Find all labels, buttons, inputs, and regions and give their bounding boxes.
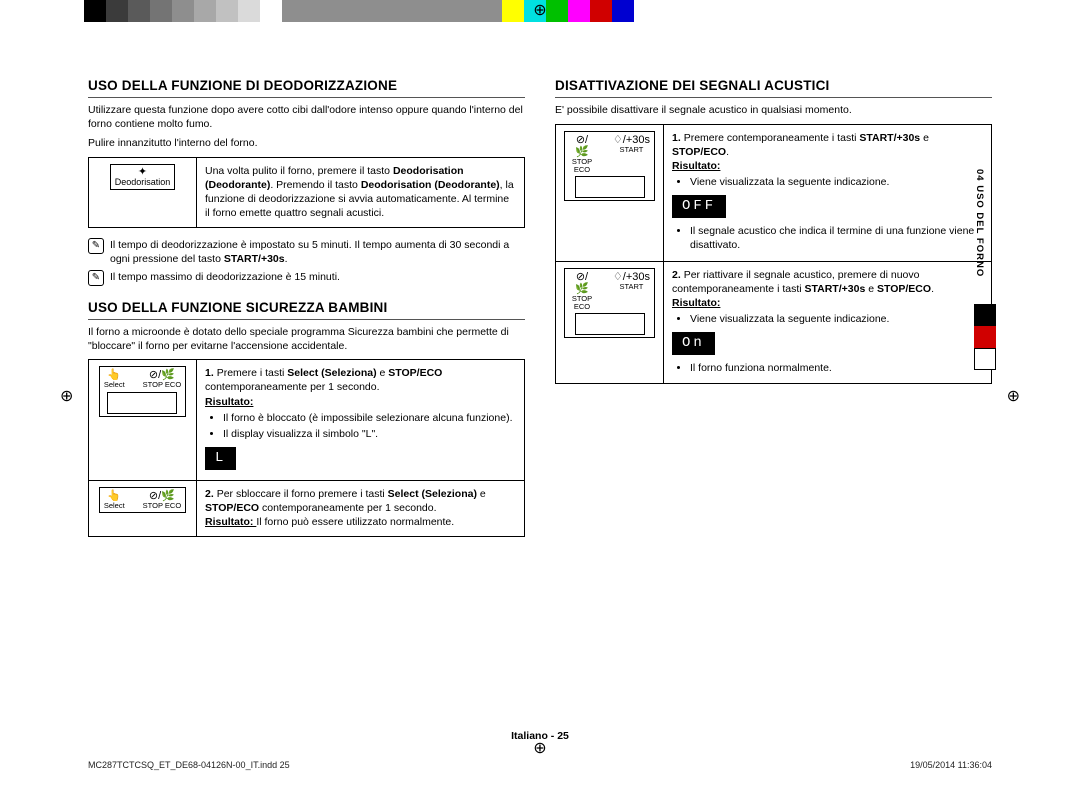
print-footer: MC287TCTCSQ_ET_DE68-04126N-00_IT.indd 25… [88,760,992,770]
color-swatch [370,0,392,22]
step-text: 1. Premere contemporaneamente i tasti ST… [664,124,992,261]
list-item: Il segnale acustico che indica il termin… [690,224,983,252]
panel-illustration: ⊘/🌿STOP ECO ♢/+30sSTART [556,261,664,384]
color-swatch [128,0,150,22]
step-text: Una volta pulito il forno, premere il ta… [197,157,525,227]
color-swatch [326,0,348,22]
intro-text: Il forno a microonde è dotato dello spec… [88,326,525,353]
section-heading: USO DELLA FUNZIONE SICUREZZA BAMBINI [88,300,525,320]
panel-illustration: 👆Select ⊘/🌿STOP ECO [89,480,197,536]
list-item: Il forno funziona normalmente. [690,361,983,375]
registration-mark-icon: ⊕ [533,0,546,20]
print-file-name: MC287TCTCSQ_ET_DE68-04126N-00_IT.indd 25 [88,760,290,770]
lcd-readout: OFF [672,195,726,218]
sound-off-table: ⊘/🌿STOP ECO ♢/+30sSTART 1. Premere conte… [555,124,992,385]
registration-mark-icon: ⊕ [1007,386,1020,406]
intro-text: E' possibile disattivare il segnale acus… [555,104,992,118]
color-swatch [546,0,568,22]
color-swatch [974,304,996,326]
color-swatch [106,0,128,22]
section-heading: USO DELLA FUNZIONE DI DEODORIZZAZIONE [88,78,525,98]
color-swatch [172,0,194,22]
chapter-tab: 04 USO DEL FORNO [974,148,996,408]
print-timestamp: 19/05/2014 11:36:04 [910,760,992,770]
color-swatch [480,0,502,22]
child-lock-table: 👆Select ⊘/🌿STOP ECO 1. Premere i tasti S… [88,359,525,536]
color-swatch [458,0,480,22]
color-swatch [304,0,326,22]
panel-illustration: ✦ Deodorisation [89,157,197,227]
list-item: Il forno è bloccato (è impossibile selez… [223,411,516,425]
panel-label: Deodorisation [115,178,171,187]
intro-text: Pulire innanzitutto l'interno del forno. [88,137,525,151]
color-swatch [238,0,260,22]
color-swatch [974,348,996,370]
note-icon: ✎ [88,238,104,254]
color-swatch [282,0,304,22]
color-swatch [612,0,634,22]
panel-illustration: 👆Select ⊘/🌿STOP ECO [89,360,197,481]
note-icon: ✎ [88,270,104,286]
list-item: Il display visualizza il simbolo "L". [223,427,516,441]
color-swatch [974,326,996,348]
left-column: USO DELLA FUNZIONE DI DEODORIZZAZIONE Ut… [88,78,525,547]
step-text: 2. Per riattivare il segnale acustico, p… [664,261,992,384]
page-footer: Italiano - 25 [0,730,1080,742]
section-heading: DISATTIVAZIONE DEI SEGNALI ACUSTICI [555,78,992,98]
color-swatch [260,0,282,22]
color-swatch [414,0,436,22]
color-swatch [568,0,590,22]
step-text: 1. Premere i tasti Select (Seleziona) e … [197,360,525,481]
lcd-readout: L [205,447,236,470]
note: ✎ Il tempo massimo di deodorizzazione è … [88,270,525,286]
panel-illustration: ⊘/🌿STOP ECO ♢/+30sSTART [556,124,664,261]
color-swatch [392,0,414,22]
list-item: Viene visualizzata la seguente indicazio… [690,312,983,326]
side-swatches [974,304,996,370]
note: ✎ Il tempo di deodorizzazione è impostat… [88,238,525,266]
color-swatch [216,0,238,22]
lcd-readout: On [672,332,715,355]
color-swatch [590,0,612,22]
deodorization-table: ✦ Deodorisation Una volta pulito il forn… [88,157,525,228]
color-swatch [84,0,106,22]
color-swatch [194,0,216,22]
chapter-tab-label: 04 USO DEL FORNO [974,148,985,298]
color-swatch [436,0,458,22]
color-swatch [150,0,172,22]
list-item: Viene visualizzata la seguente indicazio… [690,175,983,189]
step-text: 2. Per sbloccare il forno premere i tast… [197,480,525,536]
registration-mark-icon: ⊕ [60,386,73,406]
page-content: 04 USO DEL FORNO USO DELLA FUNZIONE DI D… [88,78,992,718]
color-calibration-bar [84,0,634,22]
right-column: DISATTIVAZIONE DEI SEGNALI ACUSTICI E' p… [555,78,992,547]
intro-text: Utilizzare questa funzione dopo avere co… [88,104,525,131]
color-swatch [502,0,524,22]
color-swatch [348,0,370,22]
